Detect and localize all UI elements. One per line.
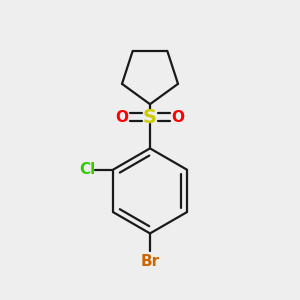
Text: Cl: Cl — [79, 162, 95, 177]
Text: Br: Br — [140, 254, 160, 269]
Text: S: S — [143, 108, 157, 127]
Text: O: O — [171, 110, 184, 125]
Text: O: O — [116, 110, 129, 125]
